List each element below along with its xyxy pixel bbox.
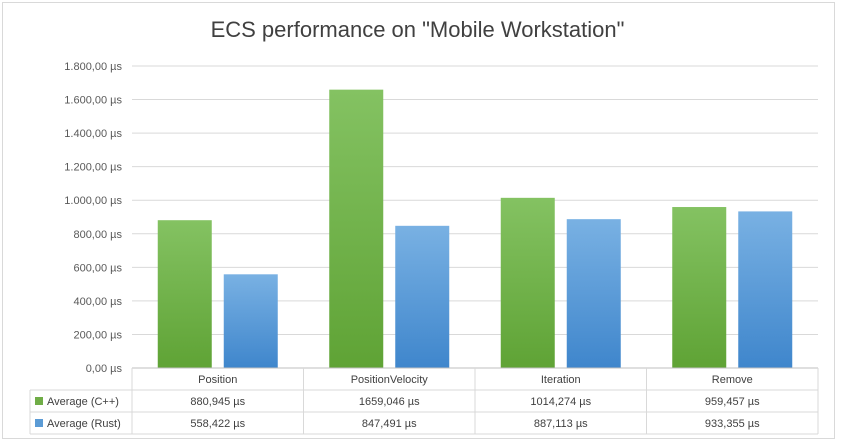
y-tick-label: 1.000,00 µs <box>64 195 122 207</box>
bar <box>157 220 212 368</box>
data-label: 959,457 µs <box>705 396 760 408</box>
bar <box>329 89 384 368</box>
y-tick-label: 600,00 µs <box>73 262 122 274</box>
legend-key <box>35 419 43 427</box>
x-category-label: Remove <box>712 374 753 386</box>
legend-entry: Average (Rust) <box>47 418 121 430</box>
bar <box>672 207 727 368</box>
legend-key <box>35 397 43 405</box>
y-tick-label: 200,00 µs <box>73 329 122 341</box>
x-category-label: Iteration <box>541 374 581 386</box>
data-label: 933,355 µs <box>705 418 760 430</box>
data-label: 847,491 µs <box>362 418 417 430</box>
data-label: 1014,274 µs <box>530 396 591 408</box>
bar <box>738 211 793 368</box>
y-tick-label: 0,00 µs <box>86 363 123 375</box>
x-category-label: Position <box>198 374 237 386</box>
y-tick-label: 400,00 µs <box>73 296 122 308</box>
y-tick-label: 1.400,00 µs <box>64 128 122 140</box>
bar <box>223 274 278 368</box>
legend-entry: Average (C++) <box>47 396 119 408</box>
y-tick-label: 800,00 µs <box>73 229 122 241</box>
y-tick-label: 1.600,00 µs <box>64 95 122 107</box>
data-label: 1659,046 µs <box>359 396 420 408</box>
data-label: 558,422 µs <box>190 418 245 430</box>
y-tick-label: 1.200,00 µs <box>64 162 122 174</box>
bar <box>566 219 621 368</box>
bar <box>395 225 450 368</box>
data-label: 887,113 µs <box>534 418 588 430</box>
bar <box>500 197 555 368</box>
y-tick-label: 1.800,00 µs <box>64 61 122 73</box>
data-label: 880,945 µs <box>190 396 245 408</box>
x-category-label: PositionVelocity <box>351 374 429 386</box>
chart-title: ECS performance on "Mobile Workstation" <box>210 17 625 42</box>
